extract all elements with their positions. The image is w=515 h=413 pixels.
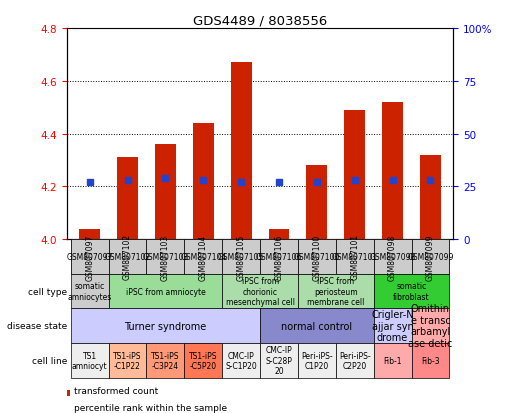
Bar [298,274,374,309]
Text: TS1-iPS
-C1P22: TS1-iPS -C1P22 [113,351,142,370]
Bar [374,309,411,343]
Text: normal control: normal control [281,321,352,331]
Bar [298,240,336,274]
Bar [411,309,450,343]
Text: GSM807104: GSM807104 [199,234,208,280]
Bar [117,158,138,240]
Bar [146,240,184,274]
Text: GSM807103: GSM807103 [161,234,170,280]
Text: Crigler-N
ajjar syn
drome: Crigler-N ajjar syn drome [371,309,414,342]
Text: iPSC from amniocyte: iPSC from amniocyte [126,287,205,296]
Bar [109,240,146,274]
Bar [71,309,260,343]
Text: GSM807099: GSM807099 [426,234,435,280]
Bar [79,229,100,240]
Bar [411,343,450,377]
Text: GSM807103: GSM807103 [142,252,188,261]
Text: GSM807097: GSM807097 [85,234,94,280]
Bar [411,240,450,274]
Text: GSM807099: GSM807099 [407,252,454,261]
Text: Peri-iPS-
C1P20: Peri-iPS- C1P20 [301,351,333,370]
Bar [222,274,298,309]
Bar [71,240,109,274]
Bar [146,343,184,377]
Text: GSM807104: GSM807104 [180,252,227,261]
Bar [374,274,450,309]
Text: GSM807100: GSM807100 [313,234,321,280]
Bar [411,240,450,274]
Text: GSM807100: GSM807100 [294,252,340,261]
Text: Turner syndrome: Turner syndrome [124,321,207,331]
Text: TS1
amniocyt: TS1 amniocyt [72,351,108,370]
Bar [67,408,70,413]
Text: GSM807102: GSM807102 [105,252,150,261]
Bar [146,240,184,274]
Bar [269,229,289,240]
Text: Fib-1: Fib-1 [383,356,402,365]
Bar [374,343,411,377]
Bar [260,309,374,343]
Bar [155,145,176,240]
Text: cell line: cell line [31,356,67,365]
Bar [67,390,70,403]
Text: iPSC from
chorionic
mesenchymal cell: iPSC from chorionic mesenchymal cell [226,276,295,306]
Text: TS1-iPS
-C3P24: TS1-iPS -C3P24 [151,351,180,370]
Bar [260,240,298,274]
Text: GSM807101: GSM807101 [332,252,378,261]
Text: Peri-iPS-
C2P20: Peri-iPS- C2P20 [339,351,371,370]
Bar [336,343,374,377]
Bar [306,166,328,240]
Text: somatic
amniocytes: somatic amniocytes [67,282,112,301]
Bar [222,240,260,274]
Bar [260,343,298,377]
Text: cell type: cell type [28,287,67,296]
Text: CMC-IP
S-C1P20: CMC-IP S-C1P20 [225,351,257,370]
Bar [231,63,251,240]
Bar [109,343,146,377]
Bar [336,240,374,274]
Text: GSM807102: GSM807102 [123,234,132,280]
Text: percentile rank within the sample: percentile rank within the sample [74,403,227,412]
Text: GSM807101: GSM807101 [350,234,359,280]
Text: Fib-3: Fib-3 [421,356,440,365]
Bar [109,240,146,274]
Text: GSM807098: GSM807098 [369,252,416,261]
Bar [336,240,374,274]
Text: GSM807106: GSM807106 [274,234,284,280]
Bar [420,155,441,240]
Bar [184,343,222,377]
Text: transformed count: transformed count [74,386,158,395]
Bar [193,123,214,240]
Bar [222,240,260,274]
Bar [298,343,336,377]
Bar [184,240,222,274]
Text: GSM807098: GSM807098 [388,234,397,280]
Text: GSM807106: GSM807106 [256,252,302,261]
Text: iPSC from
periosteum
membrane cell: iPSC from periosteum membrane cell [307,276,365,306]
Bar [374,240,411,274]
Bar [374,240,411,274]
Bar [184,240,222,274]
Text: GSM807097: GSM807097 [66,252,113,261]
Text: TS1-iPS
-C5P20: TS1-iPS -C5P20 [189,351,217,370]
Text: disease state: disease state [7,321,67,330]
Bar [71,240,109,274]
Text: GSM807105: GSM807105 [236,234,246,280]
Title: GDS4489 / 8038556: GDS4489 / 8038556 [193,15,327,28]
Bar [298,240,336,274]
Bar [345,111,365,240]
Bar [260,240,298,274]
Text: GSM807105: GSM807105 [218,252,264,261]
Text: Omithin
e transc
arbamyl
ase detic: Omithin e transc arbamyl ase detic [408,304,453,348]
Bar [382,103,403,240]
Bar [71,343,109,377]
Bar [109,274,222,309]
Text: somatic
fibroblast: somatic fibroblast [393,282,430,301]
Bar [71,274,109,309]
Text: CMC-IP
S-C28P
20: CMC-IP S-C28P 20 [266,346,293,375]
Bar [222,343,260,377]
